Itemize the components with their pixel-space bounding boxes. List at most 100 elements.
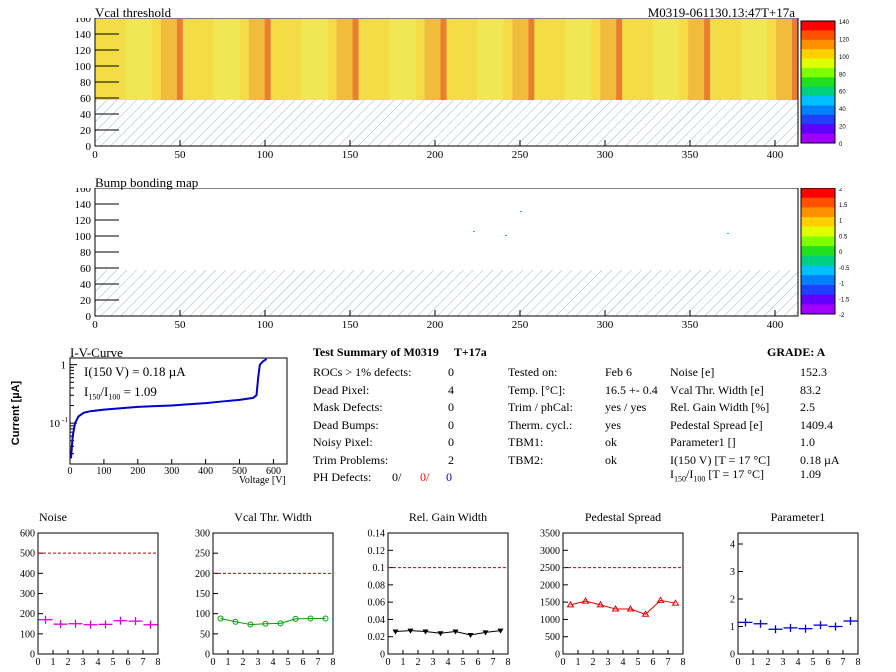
summary-middle-value: yes — [605, 417, 621, 432]
vcal-palette: 140 120 100 80 60 40 20 0 — [800, 20, 850, 148]
palette-band — [801, 67, 835, 78]
roc-plot-y-tick-label: 3 — [730, 567, 735, 578]
roc-plot-y-tick-label: 300 — [20, 589, 35, 600]
palette-band — [801, 246, 835, 257]
roc-plot-point — [407, 628, 414, 634]
iv-x-tick-label: 500 — [232, 466, 247, 477]
palette-band — [801, 255, 835, 267]
roc-plot-frame — [737, 532, 859, 655]
roc-plot-point — [656, 596, 665, 603]
map-x-tick-label: 300 — [597, 319, 614, 331]
summary-right-label: I(150 V) [T = 17 °C] — [670, 452, 771, 467]
summary-right-label: Noise [e] — [670, 365, 715, 379]
palette-band — [801, 207, 835, 218]
roc-plot-point — [452, 629, 459, 635]
palette-frame — [800, 20, 836, 144]
roc-plot-point — [626, 605, 635, 612]
roc-plot-y-tick-label: 4 — [730, 540, 735, 551]
iv-ratio-i: I — [84, 384, 89, 399]
palette-band — [801, 124, 835, 135]
roc-plot-y-tick-label: 2500 — [540, 563, 560, 574]
map-x-tick-label: 250 — [512, 149, 529, 161]
module-id-label: M0319-061130.13:47T+17a — [647, 5, 795, 20]
summary-left-value: 0 — [448, 417, 454, 432]
iv-ratio-sub2: 100 — [108, 392, 121, 402]
iv-y-tick-label: 10 — [49, 418, 61, 430]
iv-title: I-V-Curve — [70, 345, 123, 360]
map-x-tick-label: 100 — [257, 319, 274, 331]
iv-series-line — [70, 358, 268, 459]
iv-xlabel: Voltage [V] — [239, 475, 286, 486]
roc-plot-x-tick-label: 4 — [621, 657, 626, 668]
roc-plot-x-tick-label: 0 — [211, 657, 216, 668]
map-x-tick-label: 300 — [597, 149, 614, 161]
roc-plot-y-tick-label: 2000 — [540, 580, 560, 591]
roc-plot-x-tick-label: 5 — [461, 657, 466, 668]
map-x-tick-label: 100 — [257, 149, 274, 161]
roc-plot-point — [482, 630, 489, 636]
roc-plot-title: Rel. Gain Width — [409, 510, 487, 524]
roc-plot-point — [392, 629, 399, 635]
summary-right-label: Pedestal Spread [e] — [670, 417, 763, 432]
roc-plot-y-tick-label: 0.08 — [368, 580, 386, 591]
summary-middle-value: ok — [605, 435, 617, 449]
palette-band — [801, 284, 835, 296]
map-y-tick-label: 160 — [75, 18, 92, 25]
summary-middle-label: Therm. cycl.: — [508, 417, 573, 432]
roc-plot-y-tick-label: 1000 — [540, 615, 560, 626]
palette-band — [801, 21, 835, 31]
summary-ratio-value: 1.09 — [800, 467, 821, 481]
vcal-roc-center — [125, 19, 153, 100]
roc-plot-x-tick-label: 4 — [796, 657, 801, 668]
map-y-tick-label: 120 — [75, 215, 92, 227]
roc-plot-point — [292, 615, 299, 622]
palette-tick-label: 0 — [839, 142, 843, 148]
map-y-tick-label: 100 — [75, 231, 92, 243]
roc-plot-x-tick-label: 7 — [491, 657, 496, 668]
roc-plot-x-tick-label: 0 — [736, 657, 741, 668]
summary-right-value: 1.0 — [800, 435, 815, 449]
roc-plot-x-tick-label: 5 — [111, 657, 116, 668]
map-y-tick-label: 160 — [75, 188, 92, 195]
map-y-tick-label: 20 — [80, 295, 92, 307]
summary-left-label: Dead Pixel: — [313, 382, 370, 397]
palette-tick-label: 20 — [839, 125, 846, 131]
roc-plot-x-tick-label: 8 — [156, 657, 161, 668]
map-x-tick-label: 150 — [342, 149, 359, 161]
map-x-tick-label: 150 — [342, 319, 359, 331]
roc-plot-x-tick-label: 8 — [506, 657, 511, 668]
roc-plot-x-tick-label: 3 — [606, 657, 611, 668]
palette-tick-label: 40 — [839, 107, 846, 113]
summary-right-label: Rel. Gain Width [%] — [670, 400, 770, 414]
vcal-roc-center — [301, 19, 328, 100]
roc-plot-y-tick-label: 50 — [200, 629, 210, 640]
roc-plot-x-tick-label: 2 — [416, 657, 421, 668]
palette-band — [801, 197, 835, 208]
vcal-roc-edge-red — [352, 19, 359, 100]
vcal-roc-edge-red — [440, 19, 447, 100]
roc-plot-x-tick-label: 4 — [96, 657, 101, 668]
ph-value-2: 0 — [446, 470, 452, 484]
roc-plot-x-tick-label: 6 — [126, 657, 131, 668]
roc-plot-y-tick-label: 0 — [730, 650, 735, 661]
roc-plot-2: Rel. Gain Width 0 0.02 0.04 0.06 0.08 0.1 0.12 0… — [368, 510, 511, 668]
vcal-map-title: Vcal threshold — [95, 5, 172, 20]
palette-band — [801, 236, 835, 247]
summary-right-value: 1409.4 — [800, 417, 833, 432]
map-y-tick-label: 60 — [80, 263, 92, 275]
vcal-roc-center — [389, 19, 416, 100]
iv-i150-label: I(150 V) = 0.18 µA — [84, 364, 186, 379]
map-y-tick-label: 140 — [75, 199, 92, 211]
palette-band — [801, 265, 835, 276]
roc-plot-x-tick-label: 8 — [681, 657, 686, 668]
roc-plot-x-tick-label: 2 — [66, 657, 71, 668]
iv-curve-chart: 0 100 200 300 400 500 600 1 10 -1 — [49, 357, 288, 477]
vcal-roc-row — [95, 19, 798, 100]
summary-title: Test Summary of M0319 T+17a — [313, 344, 487, 361]
roc-plot-y-tick-label: 0 — [30, 650, 35, 661]
